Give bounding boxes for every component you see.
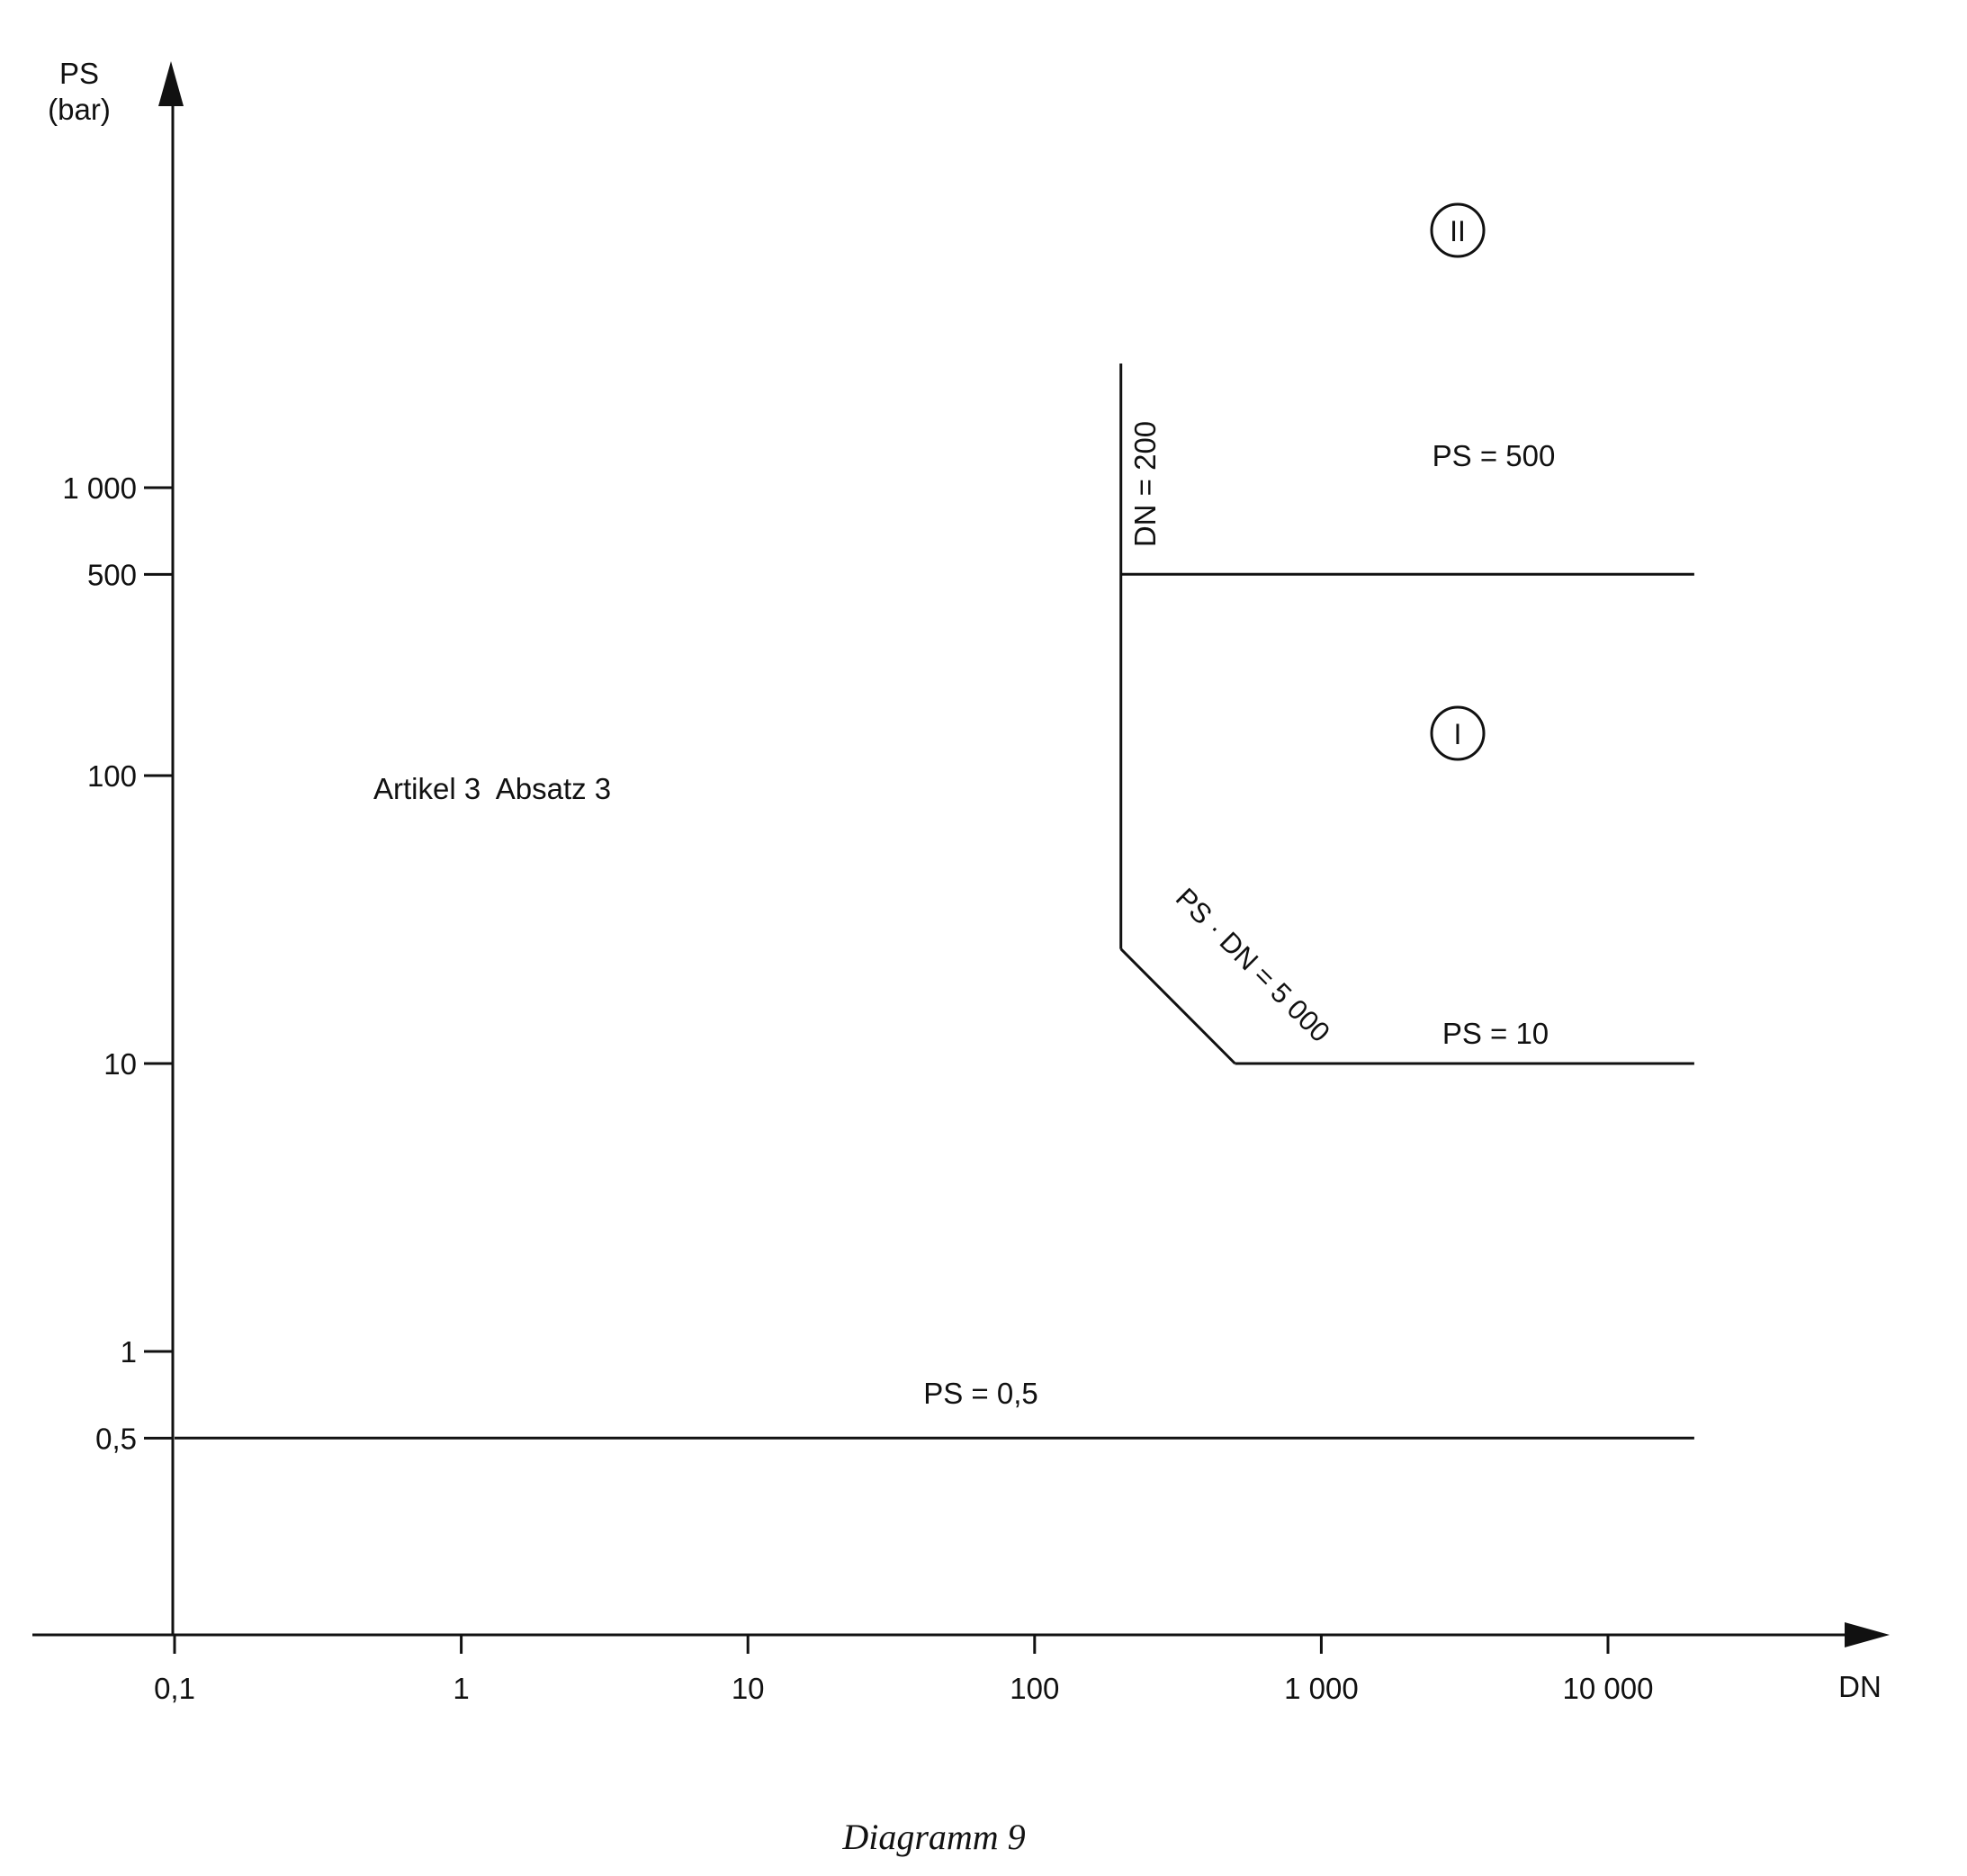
region-marker-i-circle: [1430, 705, 1486, 761]
x-tick-label: 10 000: [1563, 1672, 1654, 1705]
y-tick-label: 1: [121, 1335, 137, 1369]
x-axis-label: DN: [1838, 1670, 1882, 1703]
region-marker-i: I: [1454, 718, 1462, 750]
x-axis-arrow-icon: [1845, 1622, 1890, 1647]
region-marker-ii: II: [1450, 215, 1466, 247]
ticks: 0,1 1 10 100 1 000 10 000 0,5 1 10 100 500 1 000: [62, 471, 1653, 1705]
y-axis-arrow-icon: [158, 61, 184, 106]
x-tick-label: 10: [732, 1672, 765, 1705]
y-axis-unit: (bar): [48, 93, 111, 126]
x-tick-label: 1: [453, 1672, 469, 1705]
y-tick-label: 500: [87, 558, 137, 591]
region-label-article-3: Artikel 3 Absatz 3: [373, 772, 611, 805]
line-label-ps-500: PS = 500: [1433, 439, 1556, 472]
x-tick-label: 100: [1010, 1672, 1059, 1705]
line-label-dn-200: DN = 200: [1128, 421, 1162, 547]
figure-caption: Diagramm 9: [841, 1817, 1025, 1857]
x-tick-label: 1 000: [1284, 1672, 1359, 1705]
y-axis-label: PS: [59, 57, 99, 90]
y-tick-label: 10: [103, 1047, 137, 1081]
line-label-ps-10: PS = 10: [1442, 1017, 1549, 1050]
region-marker-ii-circle: [1430, 202, 1486, 258]
x-tick-label: 0,1: [154, 1672, 195, 1705]
boundary-lines: [175, 364, 1694, 1440]
line-label-ps-0-5: PS = 0,5: [923, 1377, 1038, 1410]
y-tick-label: 1 000: [62, 471, 137, 505]
line-ps-dn-5000: [1119, 947, 1236, 1065]
y-tick-label: 0,5: [95, 1422, 137, 1455]
y-tick-label: 100: [87, 759, 137, 793]
